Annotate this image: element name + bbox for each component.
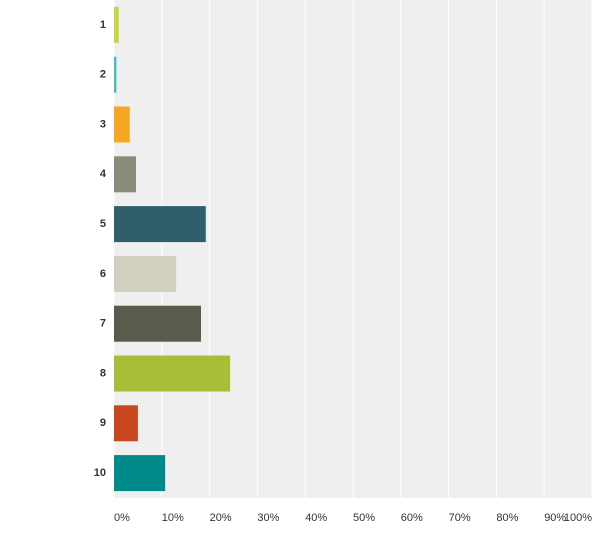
y-tick-label: 10 bbox=[94, 467, 106, 479]
bar bbox=[114, 156, 136, 193]
bar bbox=[114, 305, 201, 342]
x-tick-label: 10% bbox=[162, 512, 184, 524]
y-tick-label: 2 bbox=[100, 69, 106, 81]
y-tick-label: 8 bbox=[100, 367, 106, 379]
x-tick-label: 90% bbox=[544, 512, 566, 524]
x-tick-label: 0% bbox=[114, 512, 130, 524]
bar bbox=[114, 56, 117, 93]
x-tick-label: 80% bbox=[496, 512, 518, 524]
bar bbox=[114, 206, 206, 243]
x-tick-label: 50% bbox=[353, 512, 375, 524]
y-tick-label: 1 bbox=[100, 19, 106, 31]
y-tick-label: 6 bbox=[100, 268, 106, 280]
bar bbox=[114, 455, 166, 492]
y-tick-label: 9 bbox=[100, 417, 106, 429]
bar bbox=[114, 405, 138, 442]
bar bbox=[114, 106, 130, 143]
x-tick-label: 20% bbox=[210, 512, 232, 524]
bar bbox=[114, 6, 119, 43]
x-tick-label: 30% bbox=[257, 512, 279, 524]
y-tick-label: 3 bbox=[100, 118, 106, 130]
y-tick-label: 4 bbox=[100, 168, 107, 180]
bar bbox=[114, 255, 177, 292]
bar bbox=[114, 355, 231, 392]
y-tick-label: 7 bbox=[100, 318, 106, 330]
x-tick-label: 60% bbox=[401, 512, 423, 524]
x-tick-label: 40% bbox=[305, 512, 327, 524]
x-tick-label: 70% bbox=[449, 512, 471, 524]
x-tick-label: 100% bbox=[564, 512, 592, 524]
y-tick-label: 5 bbox=[100, 218, 106, 230]
